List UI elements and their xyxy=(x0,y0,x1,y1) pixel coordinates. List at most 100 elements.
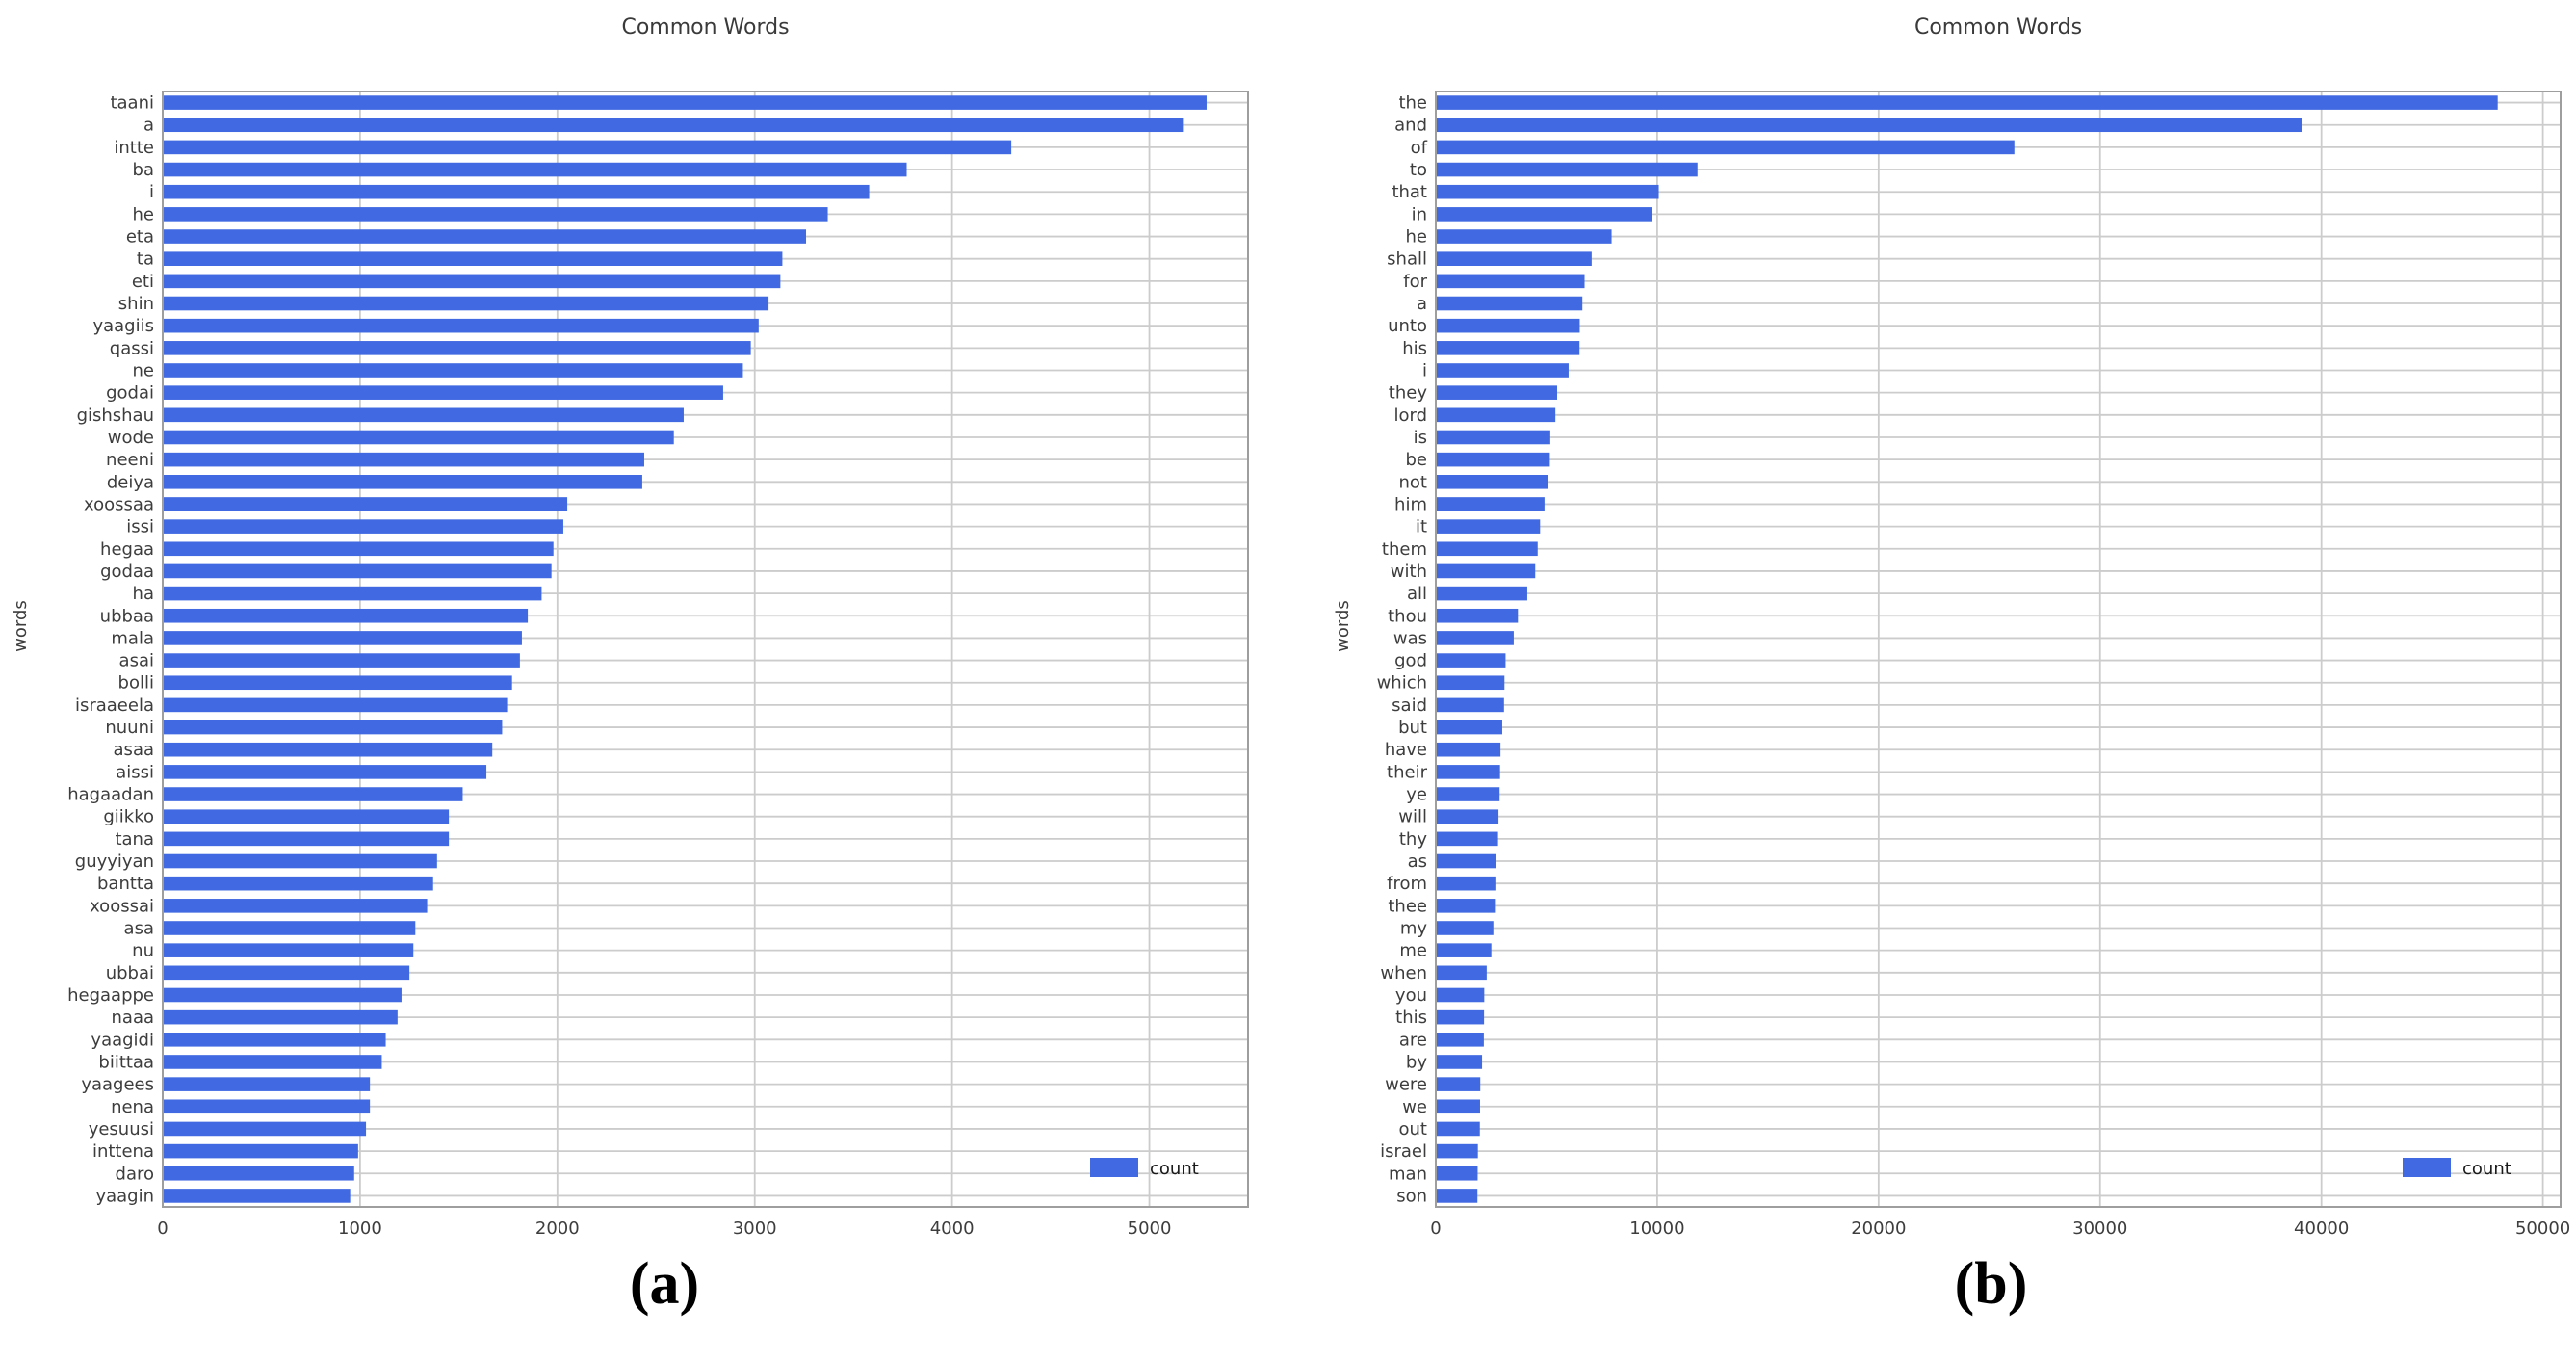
ytick-label: to xyxy=(1410,160,1427,180)
chart-a-ylabel: words xyxy=(11,600,31,652)
bar-giikko xyxy=(163,809,450,824)
xtick-label: 0 xyxy=(1430,1218,1441,1239)
ytick-label: biittaa xyxy=(98,1052,154,1072)
ytick-label: were xyxy=(1385,1075,1427,1095)
ytick-label: with xyxy=(1391,562,1427,582)
bar-he xyxy=(1436,229,1612,244)
ytick-label: a xyxy=(1417,294,1427,314)
bar-xoossai xyxy=(163,899,428,913)
ytick-label: by xyxy=(1406,1052,1427,1072)
bar-nena xyxy=(163,1099,371,1114)
bar-asaa xyxy=(163,742,493,757)
ytick-label: be xyxy=(1406,450,1428,470)
bar-yaagees xyxy=(163,1077,371,1091)
ytick-label: daro xyxy=(116,1164,154,1184)
xtick-label: 20000 xyxy=(1851,1218,1906,1239)
chart-b-title: Common Words xyxy=(1913,15,2083,39)
bar-asa xyxy=(163,921,416,935)
bar-ta xyxy=(163,251,783,266)
legend-swatch xyxy=(1090,1158,1138,1177)
xtick-label: 5000 xyxy=(1128,1218,1172,1239)
ytick-label: thee xyxy=(1388,896,1427,916)
ytick-label: their xyxy=(1387,762,1428,782)
bar-his xyxy=(1436,341,1580,355)
bar-as xyxy=(1436,853,1496,869)
ytick-label: ne xyxy=(133,361,154,381)
caption-b: (b) xyxy=(1954,1251,2028,1317)
ytick-label: naaa xyxy=(112,1008,155,1028)
bar-inttena xyxy=(163,1143,358,1159)
ytick-label: intte xyxy=(114,138,154,158)
ytick-label: ta xyxy=(137,249,154,270)
ytick-label: they xyxy=(1389,383,1428,404)
ytick-label: qassi xyxy=(110,338,154,358)
ytick-label: not xyxy=(1399,472,1427,492)
bar-bolli xyxy=(163,675,512,691)
bar-gishshau xyxy=(163,407,684,423)
bar-naaa xyxy=(163,1009,398,1025)
legend-swatch xyxy=(2403,1158,2451,1177)
bar-this xyxy=(1436,1009,1485,1025)
bar-for xyxy=(1436,274,1585,289)
ytick-label: said xyxy=(1392,695,1427,716)
bar-was xyxy=(1436,631,1514,645)
xtick-label: 10000 xyxy=(1629,1218,1684,1239)
ytick-label: shin xyxy=(118,294,154,314)
ytick-label: we xyxy=(1402,1097,1427,1117)
bar-yaagiis xyxy=(163,318,759,333)
bar-have xyxy=(1436,742,1501,757)
ytick-label: yaagees xyxy=(81,1075,154,1095)
ytick-label: eti xyxy=(132,272,154,292)
bar-a xyxy=(1436,296,1583,311)
ytick-label: nuuni xyxy=(105,718,154,738)
xtick-label: 3000 xyxy=(733,1218,777,1239)
bar-ye xyxy=(1436,787,1500,801)
ytick-label: man xyxy=(1389,1164,1427,1184)
ytick-label: yaagidi xyxy=(91,1030,154,1050)
legend-label: count xyxy=(1150,1159,1199,1179)
ytick-label: ba xyxy=(133,160,154,180)
ytick-label: i xyxy=(149,182,154,202)
bar-guyyiyan xyxy=(163,853,437,869)
bar-thee xyxy=(1436,899,1496,913)
ytick-label: as xyxy=(1408,851,1427,872)
ytick-label: shall xyxy=(1387,249,1427,270)
xtick-label: 30000 xyxy=(2072,1218,2127,1239)
ytick-label: are xyxy=(1399,1030,1427,1050)
ytick-label: issi xyxy=(126,517,154,537)
bar-eti xyxy=(163,274,781,289)
ytick-label: hegaa xyxy=(100,539,154,560)
ytick-label: tana xyxy=(115,829,154,850)
bar-godai xyxy=(163,385,723,400)
bar-israaeela xyxy=(163,697,508,713)
ytick-label: was xyxy=(1393,628,1427,648)
legend-label: count xyxy=(2462,1159,2511,1179)
ytick-label: have xyxy=(1385,740,1427,760)
ytick-label: mala xyxy=(111,628,154,648)
ytick-label: wode xyxy=(108,428,154,448)
ytick-label: yaagiis xyxy=(92,316,154,336)
bar-will xyxy=(1436,809,1499,824)
bar-shin xyxy=(163,296,769,311)
ytick-label: a xyxy=(143,116,154,136)
ytick-label: bolli xyxy=(118,673,154,694)
ytick-label: me xyxy=(1399,941,1427,961)
bar-shall xyxy=(1436,251,1592,266)
bar-my xyxy=(1436,921,1494,935)
bar-him xyxy=(1436,497,1545,511)
bar-when xyxy=(1436,965,1487,981)
bar-ha xyxy=(163,586,542,601)
bar-thou xyxy=(1436,608,1519,623)
bar-not xyxy=(1436,475,1548,489)
ytick-label: hagaadan xyxy=(67,785,154,805)
bar-biittaa xyxy=(163,1055,382,1069)
caption-a: (a) xyxy=(629,1251,700,1317)
bar-ba xyxy=(163,162,907,177)
bar-bantta xyxy=(163,876,433,891)
ytick-label: thou xyxy=(1388,606,1427,626)
chart-b-ylabel: words xyxy=(1333,600,1353,652)
xtick-label: 2000 xyxy=(535,1218,580,1239)
ytick-label: thy xyxy=(1399,829,1427,850)
